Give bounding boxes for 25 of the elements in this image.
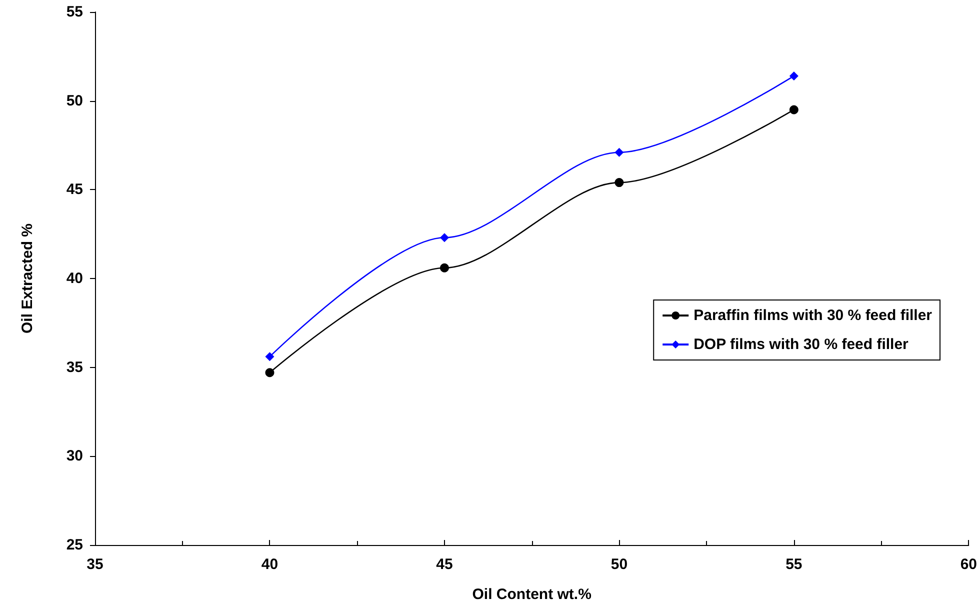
y-tick-label: 25 <box>66 536 83 554</box>
x-tick-label: 55 <box>786 556 802 573</box>
y-tick-label: 40 <box>66 270 83 287</box>
point <box>789 105 798 114</box>
legend-label: Paraffin films with 30 % feed filler <box>694 307 932 324</box>
point <box>265 368 274 378</box>
point <box>614 148 624 157</box>
x-tick-label: 50 <box>610 556 628 573</box>
x-tick-label: 60 <box>960 556 977 573</box>
x-tick-label: 40 <box>261 556 278 573</box>
point <box>265 352 274 362</box>
point <box>789 71 798 80</box>
legend-label: DOP films with 30 % feed filler <box>694 336 909 353</box>
y-tick-label: 35 <box>66 358 83 376</box>
point <box>440 263 449 272</box>
x-tick-label: 35 <box>86 556 104 573</box>
y-axis-title: Oil Extracted % <box>19 223 36 334</box>
point <box>614 178 624 188</box>
x-tick-label: 45 <box>436 556 453 573</box>
x-axis-title: Oil Content wt.% <box>472 586 592 603</box>
y-tick-label: 30 <box>66 448 83 465</box>
y-tick-label: 55 <box>66 4 83 20</box>
point <box>440 233 449 242</box>
y-tick-label: 50 <box>66 92 83 110</box>
y-tick-label: 45 <box>66 181 83 198</box>
